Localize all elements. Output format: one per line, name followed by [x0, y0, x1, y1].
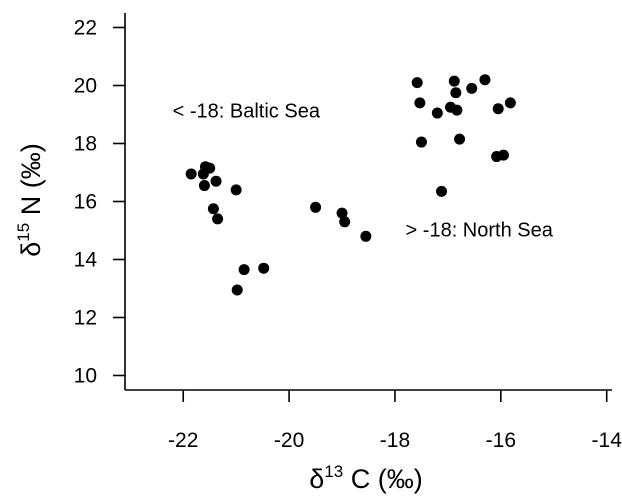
plot-frame	[124, 13, 612, 391]
x-axis-ticks: -22 -20 -18 -16 -14	[168, 390, 622, 452]
data-point	[339, 216, 351, 228]
data-point	[198, 180, 210, 192]
annotations: < -18: Baltic Sea > -18: North Sea	[173, 100, 554, 241]
y-axis-title: δ15 N (‰)	[14, 143, 46, 256]
data-point	[415, 136, 427, 148]
annotation-label: > -18: North Sea	[406, 219, 554, 241]
data-point	[185, 168, 197, 180]
y-tick-label: 14	[74, 249, 98, 272]
x-tick-label: -20	[274, 429, 304, 452]
y-tick-label: 10	[74, 365, 97, 388]
data-point	[207, 203, 219, 215]
data-point	[210, 175, 222, 187]
data-point	[454, 133, 466, 145]
data-point	[504, 97, 516, 109]
data-points	[185, 74, 516, 296]
x-tick-label: -22	[168, 429, 198, 452]
data-point	[336, 207, 348, 219]
x-axis-title: δ13 C (‰)	[309, 462, 422, 494]
data-point	[212, 213, 224, 225]
data-point	[411, 77, 423, 89]
y-axis-title-base: δ	[16, 242, 46, 257]
data-point	[204, 162, 216, 174]
data-point	[497, 149, 509, 161]
data-point	[231, 284, 243, 296]
data-point	[230, 184, 242, 196]
data-point	[258, 262, 270, 274]
data-point	[451, 104, 463, 116]
x-tick-label: -16	[486, 429, 516, 452]
data-point	[492, 103, 504, 115]
data-point	[479, 74, 491, 86]
data-point	[431, 107, 443, 119]
y-tick-label: 20	[74, 75, 97, 98]
x-axis-title-rest: C (‰)	[343, 464, 422, 494]
x-tick-label: -18	[380, 429, 410, 452]
data-point	[414, 97, 426, 109]
y-tick-label: 12	[74, 307, 97, 330]
data-point	[466, 82, 478, 94]
x-axis-title-base: δ	[309, 464, 324, 494]
y-tick-label: 16	[74, 191, 97, 214]
data-point	[310, 201, 322, 213]
y-tick-label: 22	[74, 17, 97, 40]
x-axis-title-sup: 13	[324, 462, 343, 481]
y-tick-label: 18	[74, 133, 97, 156]
annotation-label: < -18: Baltic Sea	[173, 100, 321, 122]
data-point	[436, 185, 448, 197]
y-axis-title-sup: 15	[14, 223, 33, 242]
data-point	[238, 264, 250, 276]
y-axis-title-rest: N (‰)	[16, 143, 46, 222]
data-point	[450, 87, 462, 99]
data-point	[448, 75, 460, 87]
y-axis-ticks: 10 12 14 16 18 20 22	[74, 17, 125, 388]
x-tick-label: -14	[592, 429, 622, 452]
data-point	[360, 230, 372, 242]
